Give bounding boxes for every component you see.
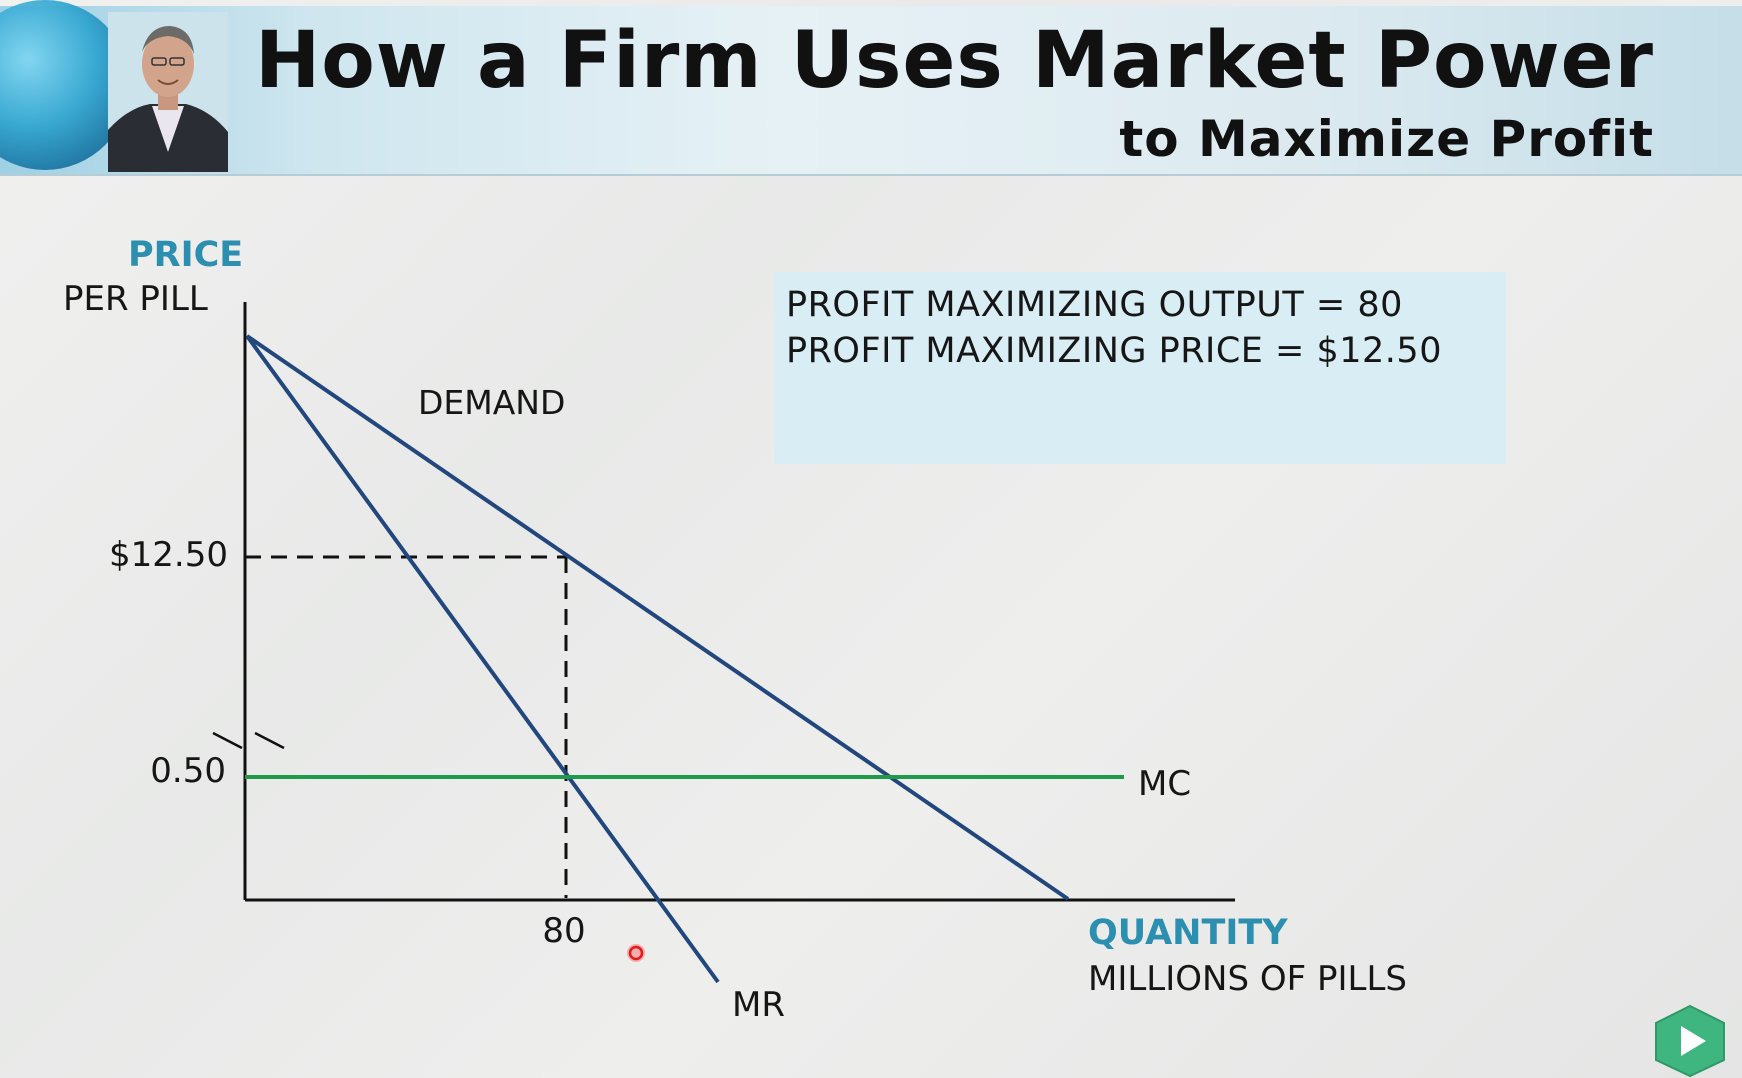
y-axis-title: PRICE xyxy=(128,235,243,275)
play-icon xyxy=(1655,1004,1725,1078)
result-box: PROFIT MAXIMIZING OUTPUT = 80 PROFIT MAX… xyxy=(774,272,1506,464)
x-axis-subtitle: MILLIONS OF PILLS xyxy=(1088,959,1407,999)
y-tick-label-price: $12.50 xyxy=(109,535,228,575)
demand-curve xyxy=(245,334,1070,901)
y-axis-subtitle: PER PILL xyxy=(63,279,208,319)
profit-output-text: PROFIT MAXIMIZING OUTPUT = 80 xyxy=(786,285,1403,325)
slide-subtitle: to Maximize Profit xyxy=(1119,110,1654,168)
axis-break-mark xyxy=(212,731,243,750)
slide-title: How a Firm Uses Market Power xyxy=(254,16,1654,106)
presenter-photo xyxy=(108,12,228,172)
play-button[interactable] xyxy=(1652,1004,1728,1078)
title-banner: How a Firm Uses Market Power to Maximize… xyxy=(0,0,1742,176)
mr-curve xyxy=(245,334,720,984)
x-axis-title: QUANTITY xyxy=(1088,913,1288,953)
profit-price-text: PROFIT MAXIMIZING PRICE = $12.50 xyxy=(786,331,1442,371)
y-tick-label-mc: 0.50 xyxy=(150,751,226,791)
mr-label: MR xyxy=(732,985,785,1025)
x-tick-label-quantity: 80 xyxy=(542,911,585,951)
mc-label: MC xyxy=(1138,764,1191,804)
axis-break-mark xyxy=(254,731,285,750)
cursor-dot-icon xyxy=(627,944,645,962)
demand-label: DEMAND xyxy=(418,383,565,422)
